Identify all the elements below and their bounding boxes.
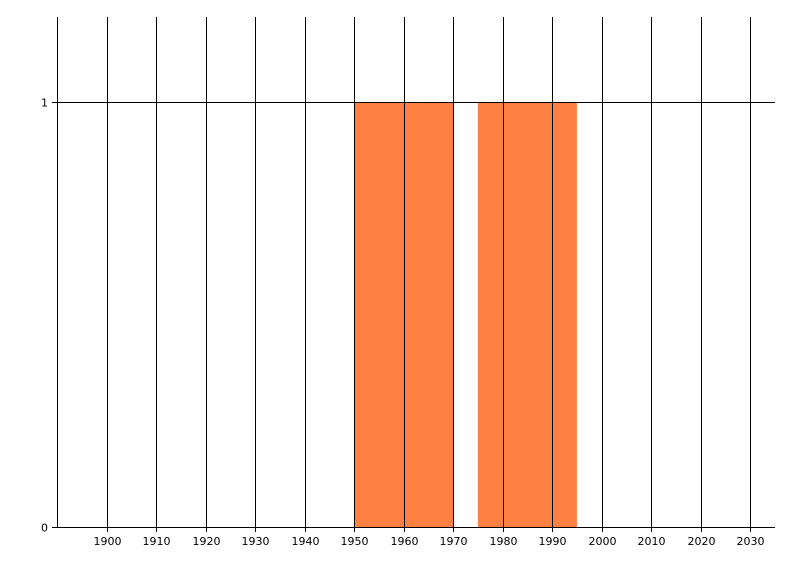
x-tick-label-2000: 2000 bbox=[589, 535, 617, 548]
x-tick-label-1950: 1950 bbox=[341, 535, 369, 548]
x-tick-label-1940: 1940 bbox=[292, 535, 320, 548]
y-tick-label-1: 1 bbox=[41, 97, 48, 110]
x-tick-label-1970: 1970 bbox=[440, 535, 468, 548]
y-tick-label-0: 0 bbox=[41, 522, 48, 535]
x-tick-label-1960: 1960 bbox=[391, 535, 419, 548]
x-tick-label-2030: 2030 bbox=[737, 535, 765, 548]
x-tick-label-1900: 1900 bbox=[94, 535, 122, 548]
x-tick-label-1930: 1930 bbox=[242, 535, 270, 548]
x-tick-label-2010: 2010 bbox=[638, 535, 666, 548]
x-tick-label-1990: 1990 bbox=[539, 535, 567, 548]
x-tick-label-1920: 1920 bbox=[193, 535, 221, 548]
bar-0 bbox=[354, 102, 454, 527]
x-tick-label-2020: 2020 bbox=[688, 535, 716, 548]
x-tick-label-1980: 1980 bbox=[490, 535, 518, 548]
x-tick-label-1910: 1910 bbox=[143, 535, 171, 548]
bar-1 bbox=[477, 102, 577, 527]
